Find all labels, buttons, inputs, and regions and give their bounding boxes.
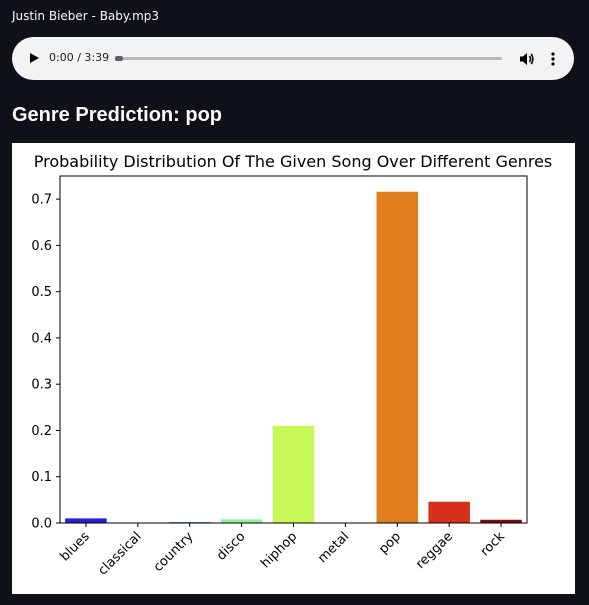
y-tick-label: 0.2: [31, 424, 52, 439]
genre-prediction-heading: Genre Prediction: pop: [12, 104, 223, 126]
y-tick-label: 0.6: [31, 239, 52, 254]
seek-bar-thumb[interactable]: [115, 56, 123, 61]
bar-pop: [376, 191, 419, 524]
y-tick-label: 0.0: [31, 517, 52, 532]
time-display: 0:00 / 3:39: [49, 51, 110, 64]
x-tick-label-rock: rock: [478, 529, 509, 560]
bar-hiphop: [272, 425, 315, 523]
volume-icon[interactable]: [519, 51, 535, 67]
bar-blues: [65, 518, 107, 523]
x-tick-label-hiphop: hiphop: [258, 529, 300, 571]
x-tick-label-blues: blues: [58, 529, 93, 564]
genre-probability-chart: Probability Distribution Of The Given So…: [12, 143, 575, 594]
bar-reggae: [428, 501, 470, 523]
chart-svg: Probability Distribution Of The Given So…: [31, 152, 553, 578]
chart-title: Probability Distribution Of The Given So…: [34, 152, 553, 171]
x-tick-label-metal: metal: [315, 529, 352, 566]
y-tick-label: 0.1: [31, 470, 52, 485]
y-tick-label: 0.3: [31, 378, 52, 393]
x-tick-label-classical: classical: [95, 529, 144, 578]
more-options-icon[interactable]: [548, 51, 558, 67]
audio-player[interactable]: 0:00 / 3:39: [12, 37, 574, 80]
bar-disco: [220, 519, 263, 523]
seek-bar[interactable]: [115, 56, 502, 61]
play-icon[interactable]: [30, 53, 39, 63]
x-tick-label-country: country: [151, 529, 197, 575]
y-tick-label: 0.5: [31, 285, 52, 300]
y-tick-label: 0.7: [31, 193, 52, 208]
x-tick-label-pop: pop: [376, 529, 404, 557]
bar-rock: [480, 519, 522, 523]
plot-frame: [59, 175, 528, 524]
x-tick-label-reggae: reggae: [413, 529, 456, 572]
audio-file-name: Justin Bieber - Baby.mp3: [12, 9, 160, 23]
y-tick-label: 0.4: [31, 331, 52, 346]
x-tick-label-disco: disco: [214, 529, 248, 563]
